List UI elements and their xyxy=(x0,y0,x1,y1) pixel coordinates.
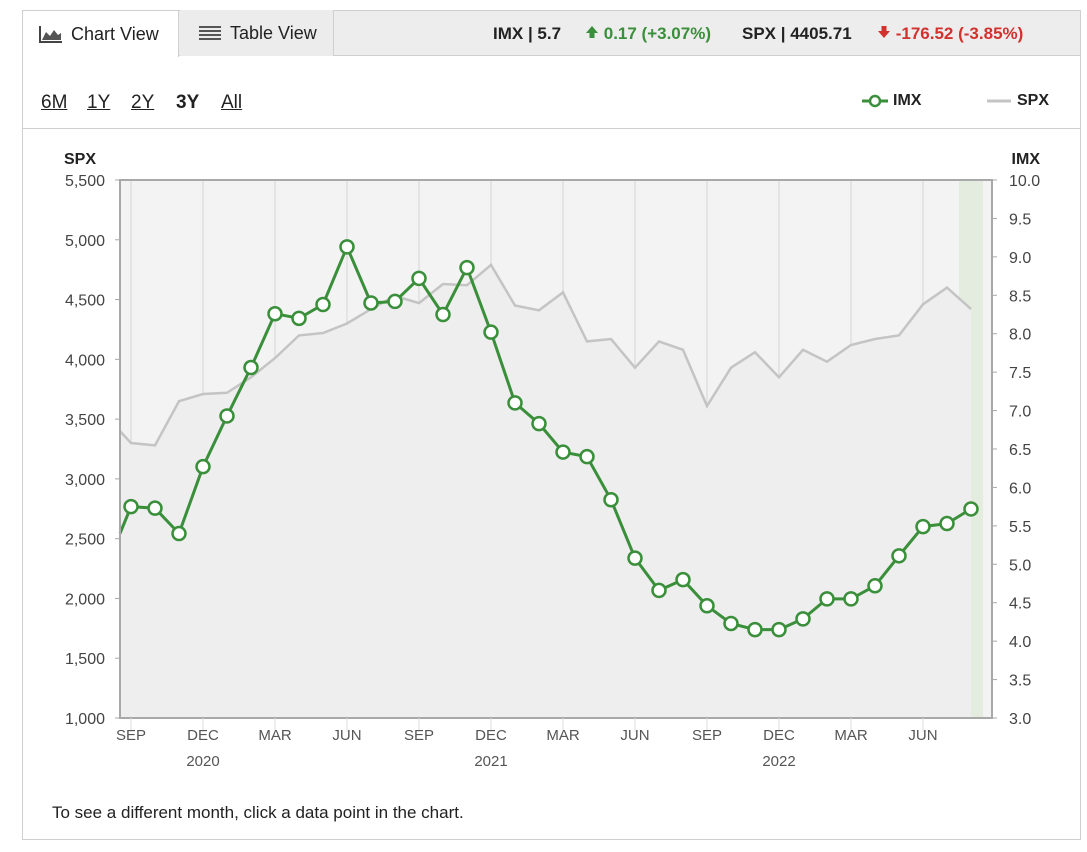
imx-point[interactable] xyxy=(339,239,355,255)
chart-panel xyxy=(22,10,1081,840)
range-2y[interactable]: 2Y xyxy=(131,92,155,113)
range-3y[interactable]: 3Y xyxy=(176,92,200,113)
imx-point[interactable] xyxy=(555,444,571,460)
range-all[interactable]: All xyxy=(221,92,243,113)
footer-note: To see a different month, click a data p… xyxy=(52,803,464,822)
spx-quote: SPX | 4405.71 xyxy=(742,24,852,44)
imx-point[interactable] xyxy=(219,408,235,424)
imx-point[interactable] xyxy=(819,591,835,607)
spx-change-value: -176.52 (-3.85%) xyxy=(895,24,1024,43)
imx-point[interactable] xyxy=(267,305,283,322)
imx-point[interactable] xyxy=(699,598,715,614)
imx-point[interactable] xyxy=(675,571,691,588)
spx-quote-label: SPX | 4405.71 xyxy=(742,24,852,43)
imx-point[interactable] xyxy=(651,582,667,599)
imx-point[interactable] xyxy=(363,295,379,311)
legend-spx-swatch xyxy=(987,94,1011,113)
legend-imx-swatch xyxy=(862,94,888,113)
imx-point[interactable] xyxy=(459,259,475,276)
imx-point[interactable] xyxy=(243,359,259,376)
table-icon xyxy=(198,24,222,42)
imx-point[interactable] xyxy=(867,578,883,594)
imx-point[interactable] xyxy=(939,515,955,532)
imx-point[interactable] xyxy=(627,550,643,566)
imx-point[interactable] xyxy=(315,296,331,313)
imx-point[interactable] xyxy=(171,525,187,542)
imx-point[interactable] xyxy=(603,491,619,508)
imx-point[interactable] xyxy=(411,270,427,287)
imx-change: 0.17 (+3.07%) xyxy=(585,24,711,44)
legend-imx-label: IMX xyxy=(893,92,922,109)
arrow-up-icon xyxy=(585,24,604,43)
imx-point[interactable] xyxy=(915,518,931,535)
area-chart-icon xyxy=(39,25,63,43)
imx-point[interactable] xyxy=(387,293,403,310)
imx-point[interactable] xyxy=(291,310,307,327)
imx-point[interactable] xyxy=(147,500,163,516)
imx-point[interactable] xyxy=(531,415,547,432)
imx-quote: IMX | 5.7 xyxy=(493,24,561,44)
imx-point[interactable] xyxy=(771,621,787,638)
imx-point[interactable] xyxy=(843,591,859,607)
header-divider xyxy=(23,128,1080,129)
range-6m[interactable]: 6M xyxy=(41,92,68,113)
imx-quote-label: IMX | 5.7 xyxy=(493,24,562,43)
tab-chart-view[interactable]: Chart View xyxy=(22,10,179,57)
tab-table-view[interactable]: Table View xyxy=(180,10,334,56)
imx-point[interactable] xyxy=(795,611,811,627)
legend-spx-label: SPX xyxy=(1017,92,1050,109)
imx-change-value: 0.17 (+3.07%) xyxy=(603,24,711,43)
spx-change: -176.52 (-3.85%) xyxy=(877,24,1023,44)
imx-point[interactable] xyxy=(723,615,739,632)
imx-point[interactable] xyxy=(891,548,907,564)
imx-point[interactable] xyxy=(435,306,451,323)
arrow-down-icon xyxy=(877,24,896,43)
imx-point[interactable] xyxy=(963,501,979,517)
tab-chart-view-label: Chart View xyxy=(71,23,159,44)
imx-point[interactable] xyxy=(579,448,595,465)
imx-point[interactable] xyxy=(483,324,499,340)
tab-table-view-label: Table View xyxy=(230,22,317,43)
imx-point[interactable] xyxy=(123,498,139,515)
imx-point[interactable] xyxy=(195,458,211,475)
range-1y[interactable]: 1Y xyxy=(87,92,111,113)
imx-point[interactable] xyxy=(507,395,523,411)
imx-point[interactable] xyxy=(747,621,763,638)
